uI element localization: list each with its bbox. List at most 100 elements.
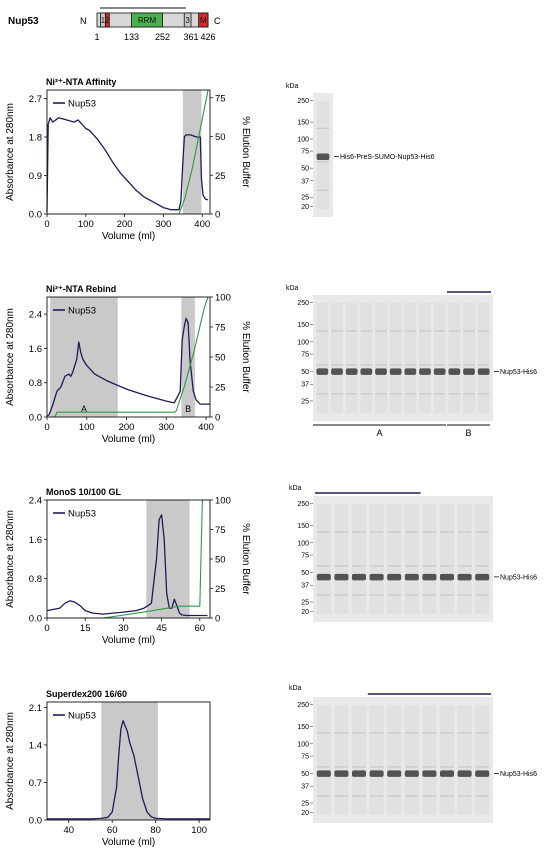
minor-band — [404, 393, 417, 395]
lane-smear — [439, 504, 455, 614]
protein-domain-label-0: 1 — [101, 16, 106, 25]
x-tick-label: 100 — [191, 825, 207, 836]
protein-domain-3 — [183, 12, 192, 28]
protein-domain-label-2: RRM — [138, 16, 157, 25]
minor-band — [316, 594, 331, 596]
x-axis-label: Volume (ml) — [102, 635, 155, 646]
lane-smear — [404, 705, 419, 815]
marker-label-50: 50 — [301, 369, 309, 376]
lane-band — [369, 573, 384, 581]
minor-band — [419, 393, 431, 395]
minor-band — [448, 393, 461, 395]
x-tick-label: 0 — [44, 422, 49, 433]
chart-title: Ni²⁺-NTA Rebind — [46, 284, 116, 294]
y2-tick-label: 50 — [215, 555, 226, 566]
minor-band — [334, 732, 349, 734]
lane-band — [345, 368, 358, 375]
minor-band — [433, 364, 446, 366]
minor-band — [351, 766, 367, 768]
minor-band — [387, 766, 402, 768]
lane-band — [457, 573, 472, 581]
x-tick-label: 100 — [78, 219, 94, 230]
minor-band — [448, 330, 461, 332]
y2-tick-label: 50 — [215, 353, 226, 364]
minor-band — [439, 732, 455, 734]
lane-band — [463, 368, 475, 375]
y2-tick-label: 25 — [215, 171, 226, 182]
y-tick-label: 0.0 — [29, 413, 42, 424]
lane-smear — [331, 303, 343, 413]
lane-band — [389, 368, 402, 375]
marker-label-150: 150 — [297, 322, 309, 329]
y2-axis-label: % Elution Buffer — [240, 116, 251, 188]
lane-band — [439, 573, 455, 581]
lane-band — [351, 770, 367, 777]
gel-ni-nta-rebind: kDa 250 150 100 75 50 37 25 Nup53-His6 A B — [286, 285, 537, 438]
y-tick-label: 0.0 — [29, 210, 42, 221]
minor-band — [439, 594, 455, 596]
minor-band — [457, 732, 472, 734]
lane-smear — [334, 504, 349, 614]
marker-label-75: 75 — [301, 553, 309, 560]
x-axis-label: Volume (ml) — [102, 837, 155, 848]
lane-smear — [389, 303, 402, 413]
minor-band — [404, 531, 419, 533]
gel-kda-label: kDa — [289, 485, 302, 492]
lane-smear — [351, 504, 367, 614]
minor-band — [316, 330, 329, 332]
y-tick-label: 0.7 — [29, 778, 42, 789]
lane-smear — [463, 303, 475, 413]
minor-band — [475, 531, 490, 533]
lane-smear — [475, 504, 490, 614]
minor-band — [360, 393, 373, 395]
minor-band — [477, 364, 490, 366]
lane-band — [334, 573, 349, 581]
legend-label: Nup53 — [68, 509, 96, 520]
minor-band — [463, 364, 475, 366]
y2-axis-label: % Elution Buffer — [240, 321, 251, 393]
minor-band — [360, 330, 373, 332]
minor-band — [448, 364, 461, 366]
plot-frame — [46, 89, 211, 215]
minor-band — [404, 732, 419, 734]
lane-smear — [316, 303, 329, 413]
lane-smear — [375, 303, 387, 413]
x-tick-label: 300 — [155, 219, 171, 230]
lane-band — [351, 573, 367, 581]
minor-band — [369, 565, 384, 567]
minor-band — [387, 565, 402, 567]
lane-band — [331, 368, 343, 375]
lane-smear — [404, 504, 419, 614]
lane-smear — [457, 504, 472, 614]
y-axis-label: Absorbance at 280nm — [5, 308, 16, 406]
protein-position-0: 1 — [94, 32, 99, 42]
minor-band — [475, 766, 490, 768]
lane-band — [375, 368, 387, 375]
minor-band — [439, 531, 455, 533]
minor-band — [404, 594, 419, 596]
minor-band — [351, 795, 367, 797]
gel-kda-label: kDa — [289, 685, 302, 692]
minor-band — [475, 565, 490, 567]
minor-band — [457, 594, 472, 596]
y2-tick-label: 75 — [215, 93, 226, 104]
lane-smear — [433, 303, 446, 413]
y2-tick-label: 0 — [215, 210, 220, 221]
protein-domain-label-1: 2 — [105, 16, 110, 25]
x-axis-label: Volume (ml) — [102, 231, 155, 242]
legend: Nup53 — [53, 711, 96, 722]
x-tick-label: 200 — [119, 422, 135, 433]
y2-tick-label: 50 — [215, 132, 226, 143]
protein-position-4: 426 — [200, 32, 215, 42]
gel-ni-nta-affinity: kDa 250 150 100 75 50 37 25 20 His6-PreS-SUMO-Nup… — [286, 83, 435, 217]
y-tick-label: 2.4 — [29, 310, 42, 321]
minor-band — [316, 161, 330, 163]
minor-band — [351, 732, 367, 734]
x-tick-label: 30 — [118, 623, 129, 634]
minor-band — [433, 330, 446, 332]
lane-band — [475, 770, 490, 777]
lane-smear — [387, 705, 402, 815]
minor-band — [331, 393, 343, 395]
lane-band — [316, 573, 331, 581]
